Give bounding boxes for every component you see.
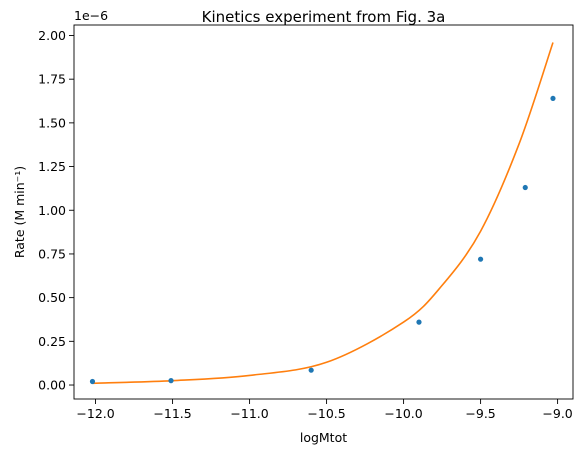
data-point	[550, 95, 556, 102]
x-axis-label: logMtot	[300, 430, 347, 445]
x-tick-label: −10.0	[384, 406, 422, 421]
y-axis: 0.00 0.25 0.50 0.75 1.00 1.25 1.50 1.75 2.00	[38, 28, 74, 393]
data-point	[168, 378, 174, 384]
data-point	[89, 378, 96, 385]
y-tick-label: 0.00	[38, 378, 66, 393]
y-tick-label: 1.75	[38, 72, 66, 87]
axes-frame	[73, 24, 574, 400]
x-tick-label: −12.0	[76, 406, 114, 421]
series-layer	[89, 42, 556, 385]
y-tick-label: 1.50	[38, 115, 66, 130]
x-tick-label: −9.0	[542, 406, 572, 421]
data-point	[522, 184, 528, 191]
y-axis-offset-label: 1e−6	[74, 8, 108, 23]
x-tick-label: −11.5	[153, 406, 191, 421]
data-point	[308, 367, 314, 373]
y-tick-label: 0.50	[38, 290, 66, 305]
plot-area: −12.0 −11.5 −11.0 −10.5 −10.0 −9.5 −9.0 0.000.…	[38, 24, 574, 421]
y-tick-label: 1.25	[38, 159, 66, 174]
y-tick-label: 0.75	[38, 246, 66, 261]
data-point	[416, 319, 422, 325]
x-tick-label: −11.0	[230, 406, 268, 421]
fit-line	[92, 42, 554, 385]
x-tick-label: −10.5	[307, 406, 345, 421]
y-tick-label: 2.00	[38, 28, 66, 43]
chart-title: Kinetics experiment from Fig. 3a	[202, 8, 446, 26]
y-tick-label: 1.00	[38, 203, 66, 218]
x-tick-label: −9.5	[465, 406, 495, 421]
data-point	[477, 256, 484, 262]
y-tick-label: 0.25	[38, 334, 66, 349]
y-axis-label: Rate (M min⁻¹)	[12, 166, 27, 258]
x-axis: −12.0 −11.5 −11.0 −10.5 −10.0 −9.5 −9.0	[76, 399, 573, 421]
